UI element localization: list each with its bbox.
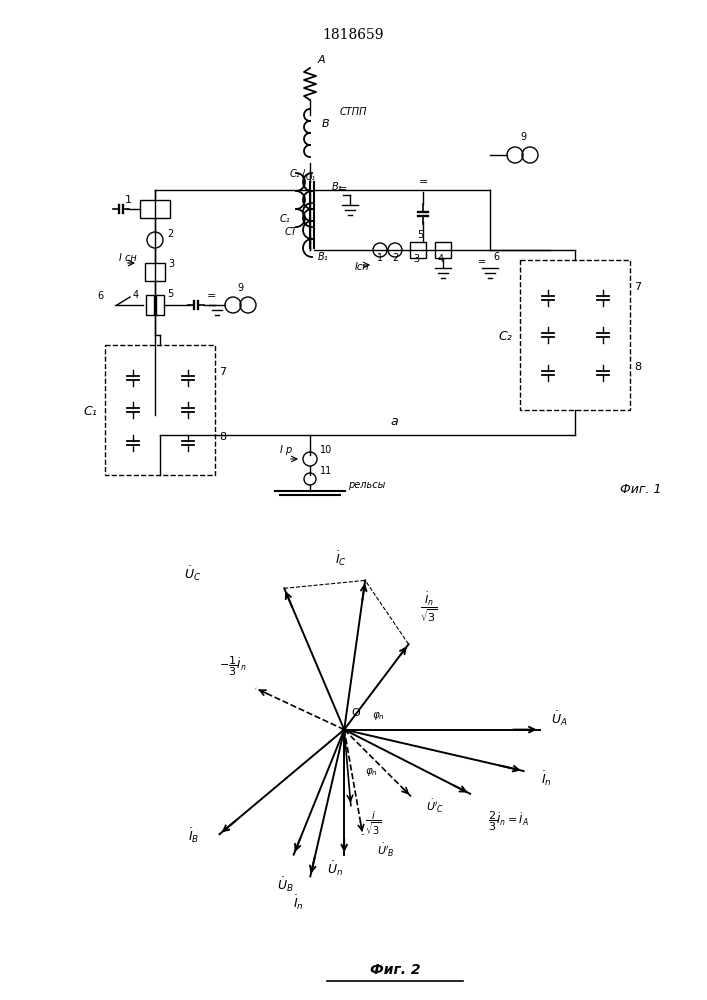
Text: =: =	[478, 257, 486, 267]
Text: 8: 8	[219, 432, 226, 442]
Text: 11: 11	[320, 466, 332, 476]
Text: 6: 6	[97, 291, 103, 301]
Text: $\dot{U}'_C$: $\dot{U}'_C$	[426, 798, 444, 815]
Text: $\dot{U}_B$: $\dot{U}_B$	[277, 875, 294, 894]
Text: Фиг. 1: Фиг. 1	[620, 483, 662, 496]
Text: С₁: С₁	[280, 214, 291, 224]
Text: 3: 3	[168, 259, 174, 269]
Text: =: =	[338, 184, 347, 194]
Text: 7: 7	[219, 367, 226, 377]
Text: А: А	[318, 55, 326, 65]
Bar	[105, 345, 215, 475]
Text: СТ: СТ	[285, 227, 298, 237]
Text: І р: І р	[280, 445, 292, 455]
Text: В₁: В₁	[318, 252, 329, 262]
Text: 1: 1	[125, 195, 132, 205]
Text: $\varphi_n$: $\varphi_n$	[365, 766, 378, 778]
Text: /: /	[302, 169, 305, 179]
Text: $\dfrac{2}{3}\dot{I}_n=\dot{I}_A$: $\dfrac{2}{3}\dot{I}_n=\dot{I}_A$	[489, 810, 530, 833]
Text: СТПП: СТПП	[340, 107, 368, 117]
Text: $-\dfrac{1}{3}\dot{I}_n$: $-\dfrac{1}{3}\dot{I}_n$	[218, 654, 246, 678]
Text: =: =	[207, 291, 216, 301]
Text: 1: 1	[377, 253, 383, 263]
Text: І сн: І сн	[119, 253, 136, 263]
Text: 2: 2	[392, 253, 398, 263]
Text: C₁: C₁	[83, 405, 97, 418]
Text: В₁: В₁	[332, 182, 343, 192]
Text: $\varphi_n$: $\varphi_n$	[372, 710, 385, 722]
Text: 9: 9	[237, 283, 243, 293]
Bar	[145, 263, 165, 281]
Text: а: а	[390, 415, 397, 428]
Text: 9: 9	[520, 132, 526, 142]
Text: $\dot{I}_n$: $\dot{I}_n$	[293, 894, 304, 912]
Text: $\dot{U}_A$: $\dot{U}_A$	[551, 709, 567, 728]
Text: $\dot{I}_B$: $\dot{I}_B$	[188, 827, 199, 845]
Text: 3: 3	[413, 254, 419, 264]
Bar	[140, 200, 170, 218]
Text: $\dfrac{i}{\sqrt{3}}$: $\dfrac{i}{\sqrt{3}}$	[365, 810, 381, 837]
Text: $\dot{U}_n$: $\dot{U}_n$	[327, 859, 344, 878]
Text: 7: 7	[634, 282, 641, 292]
Text: 5: 5	[417, 230, 423, 240]
Text: =: =	[419, 177, 428, 187]
Text: 5: 5	[167, 289, 173, 299]
Bar	[146, 295, 154, 315]
Text: Фиг. 2: Фиг. 2	[370, 963, 421, 977]
Text: $\dot{I}_n$: $\dot{I}_n$	[542, 769, 552, 788]
Text: О₁: О₁	[306, 173, 316, 182]
Text: C₂: C₂	[498, 330, 512, 343]
Text: 6: 6	[493, 252, 499, 262]
Text: 1818659: 1818659	[323, 28, 384, 42]
Text: $\dot{U}_C$: $\dot{U}_C$	[185, 564, 201, 583]
Text: рельсы: рельсы	[348, 480, 385, 490]
Text: $\dot{U}'_B$: $\dot{U}'_B$	[377, 842, 395, 859]
Text: 4: 4	[438, 254, 444, 264]
Text: O: O	[351, 708, 361, 718]
Text: 10: 10	[320, 445, 332, 455]
Text: В: В	[322, 119, 329, 129]
Text: С₁: С₁	[290, 169, 300, 179]
Text: $\dot{I}_C$: $\dot{I}_C$	[335, 550, 347, 568]
Text: 8: 8	[634, 362, 641, 372]
Text: 2: 2	[167, 229, 173, 239]
Bar	[520, 260, 630, 410]
Bar	[435, 242, 451, 258]
Text: $\dfrac{\dot{I}_n}{\sqrt{3}}$: $\dfrac{\dot{I}_n}{\sqrt{3}}$	[421, 591, 438, 624]
Text: 4: 4	[133, 290, 139, 300]
Bar	[156, 295, 164, 315]
Bar	[410, 242, 426, 258]
Text: Існ: Існ	[355, 262, 370, 272]
